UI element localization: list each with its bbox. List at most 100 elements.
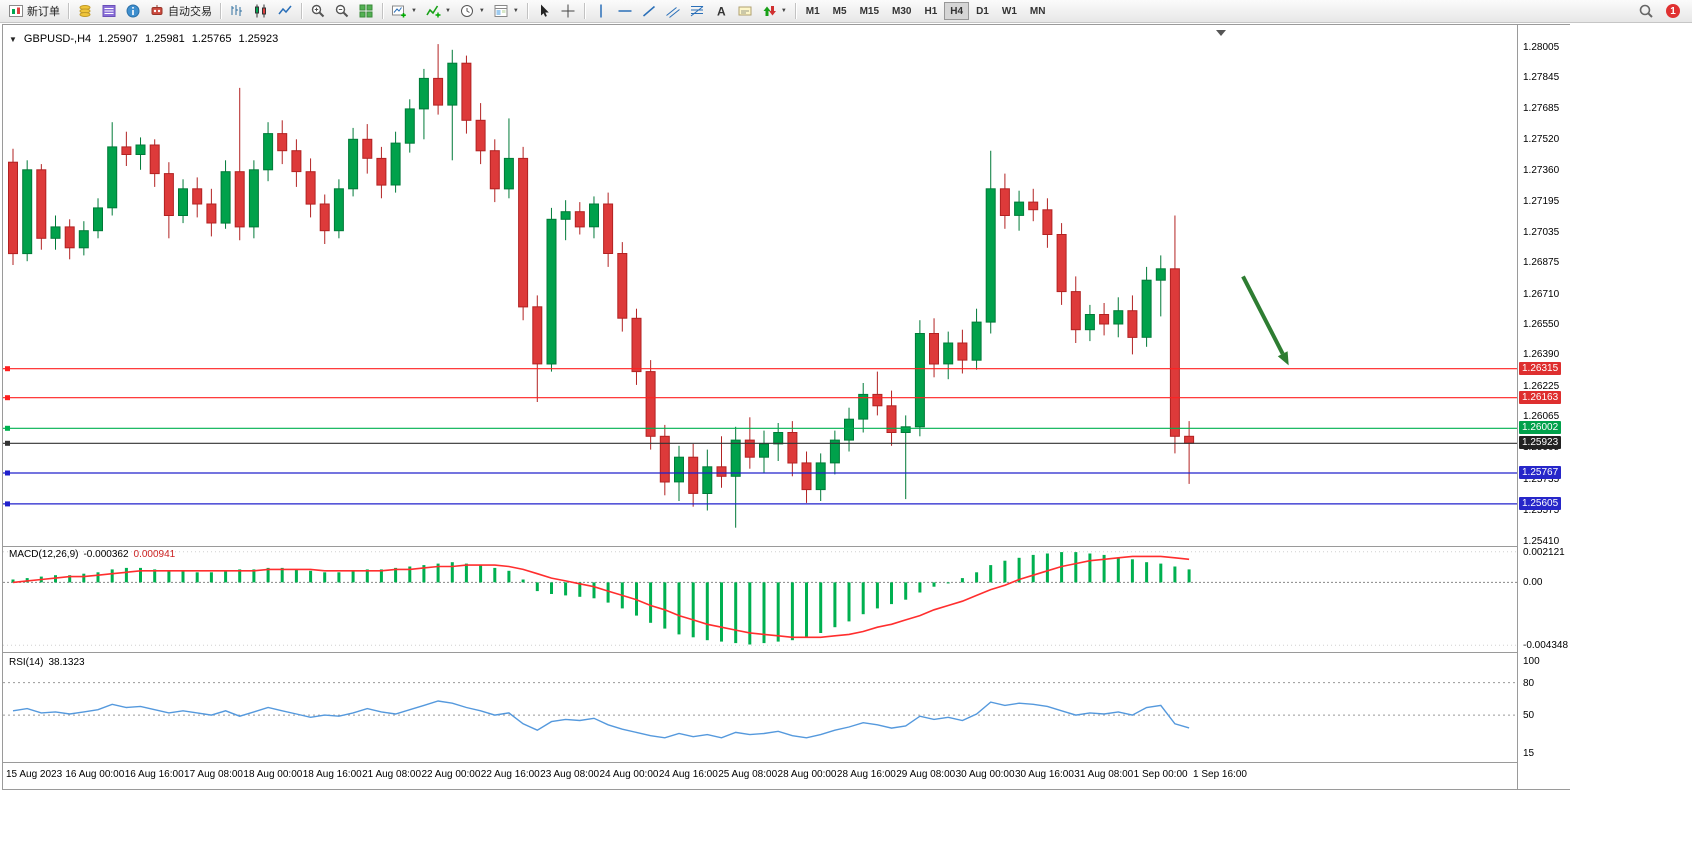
chart-shift-marker[interactable] [1216, 30, 1226, 36]
price-axis-label: 1.26390 [1523, 349, 1560, 361]
candles-layer [8, 44, 1195, 528]
macd-panel[interactable] [3, 547, 1517, 651]
line-handle[interactable] [5, 425, 10, 431]
crosshair-button[interactable] [556, 1, 580, 21]
price-axis-label: 1.27360 [1523, 164, 1560, 176]
trendline-button[interactable] [637, 1, 661, 21]
price-axis-label: 1.26875 [1523, 257, 1560, 269]
crosshair-icon [561, 4, 575, 18]
arrows-button[interactable]: ▼ [757, 1, 791, 21]
macd-signal-line [12, 555, 1190, 639]
timeframe-m15[interactable]: M15 [854, 2, 885, 20]
time-axis-label: 17 Aug 08:00 [184, 769, 243, 780]
indicators-icon [426, 5, 441, 18]
annotation-arrow[interactable] [1241, 275, 1285, 355]
time-axis-label: 30 Aug 16:00 [1014, 769, 1074, 780]
time-axis-label: 15 Aug 2023 [6, 769, 63, 780]
price-tag[interactable]: 1.26163 [1519, 390, 1562, 404]
panel-separator[interactable] [3, 652, 1517, 653]
rsi-panel[interactable] [3, 655, 1517, 761]
price-axis-label: 1.27845 [1523, 72, 1560, 84]
chart-candles-button[interactable] [249, 1, 273, 21]
line-handle[interactable] [5, 366, 10, 372]
price-tag[interactable]: 1.25605 [1519, 496, 1562, 510]
search-button[interactable] [1634, 1, 1658, 21]
new-order-button[interactable]: 新订单 [4, 1, 64, 21]
price-tag[interactable]: 1.26002 [1519, 421, 1562, 435]
rsi-axis-label: 15 [1523, 747, 1535, 759]
navigator-button[interactable] [121, 1, 145, 21]
fibonacci-button[interactable] [685, 1, 709, 21]
new-order-icon [9, 5, 23, 17]
market-watch-button[interactable] [73, 1, 97, 21]
price-tag[interactable]: 1.25923 [1519, 436, 1562, 450]
price-axis-label: 1.27520 [1523, 134, 1560, 146]
price-axis: 1.28005 1.27845 1.27685 1.27520 1.27360 1.271… [1517, 25, 1570, 789]
text-label-button[interactable] [733, 1, 757, 21]
line-handle[interactable] [5, 395, 10, 401]
notification-badge[interactable]: 1 [1666, 4, 1680, 18]
rsi-label: RSI(14) 38.1323 [9, 657, 85, 668]
line-handle[interactable] [5, 501, 10, 507]
time-axis-label: 1 Sep 00:00 [1133, 769, 1188, 780]
chart-window: ▼ GBPUSD-,H4 1.25907 1.25981 1.25765 1.2… [2, 24, 1570, 790]
vertical-line-icon [600, 4, 602, 18]
indicators-button[interactable]: ▼ [421, 1, 455, 21]
data-window-button[interactable] [97, 1, 121, 21]
timeframe-m1[interactable]: M1 [800, 2, 826, 20]
annotation-arrow-head[interactable] [1277, 351, 1289, 366]
chevron-down-icon: ▼ [411, 8, 417, 14]
chart-bars-button[interactable] [225, 1, 249, 21]
timeframe-h1[interactable]: H1 [918, 2, 943, 20]
timeframe-h4[interactable]: H4 [944, 2, 970, 20]
price-tag[interactable]: 1.25767 [1519, 466, 1562, 480]
line-handle[interactable] [5, 470, 10, 476]
timeframe-m5[interactable]: M5 [827, 2, 853, 20]
price-tag[interactable]: 1.26315 [1519, 361, 1562, 375]
autotrading-button[interactable]: 自动交易 [145, 1, 216, 21]
tile-windows-button[interactable] [354, 1, 378, 21]
time-axis-label: 28 Aug 16:00 [836, 769, 896, 780]
rsi-axis-label: 100 [1523, 656, 1540, 667]
candlestick-chart[interactable] [3, 29, 1517, 546]
vertical-line-button[interactable] [589, 1, 613, 21]
new-chart-button[interactable]: ▼ [387, 1, 421, 21]
autotrading-label: 自动交易 [168, 6, 212, 18]
zoom-in-button[interactable] [306, 1, 330, 21]
line-chart-icon [278, 5, 292, 15]
horizontal-line-button[interactable] [613, 1, 637, 21]
search-icon [1639, 4, 1653, 18]
new-order-label: 新订单 [27, 6, 60, 18]
periods-button[interactable]: ▼ [455, 1, 489, 21]
text-button[interactable]: A [709, 1, 733, 21]
macd-axis-label: 0.002121 [1523, 546, 1565, 558]
timeframe-m30[interactable]: M30 [886, 2, 917, 20]
timeframe-d1[interactable]: D1 [970, 2, 995, 20]
time-axis-label: 22 Aug 00:00 [421, 769, 481, 780]
rsi-axis-label: 80 [1523, 677, 1535, 689]
horizontal-line-icon [618, 10, 632, 12]
timeframe-mn[interactable]: MN [1024, 2, 1052, 20]
separator [382, 3, 383, 19]
panel-separator[interactable] [3, 546, 1517, 547]
separator [526, 3, 528, 19]
timeframe-w1[interactable]: W1 [996, 2, 1023, 20]
cursor-button[interactable] [532, 1, 556, 21]
macd-name: MACD(12,26,9) [9, 549, 79, 560]
one-click-expander-icon[interactable]: ▼ [9, 34, 17, 44]
zoom-out-button[interactable] [330, 1, 354, 21]
arrow-objects-icon [763, 6, 776, 16]
cursor-arrow-icon [540, 4, 549, 17]
price-axis-label: 1.27035 [1523, 226, 1560, 238]
zoom-in-icon [311, 4, 325, 18]
templates-button[interactable]: ▼ [489, 1, 523, 21]
channel-button[interactable] [661, 1, 685, 21]
line-handle[interactable] [5, 440, 10, 446]
chart-line-button[interactable] [273, 1, 297, 21]
macd-histogram [11, 552, 1191, 645]
macd-main-value: -0.000362 [83, 549, 129, 560]
price-axis-label: 1.26710 [1523, 288, 1560, 300]
toolbar-right-group: 1 [1634, 1, 1688, 21]
time-axis-label: 30 Aug 00:00 [955, 769, 1015, 780]
market-watch-icon [79, 5, 91, 17]
